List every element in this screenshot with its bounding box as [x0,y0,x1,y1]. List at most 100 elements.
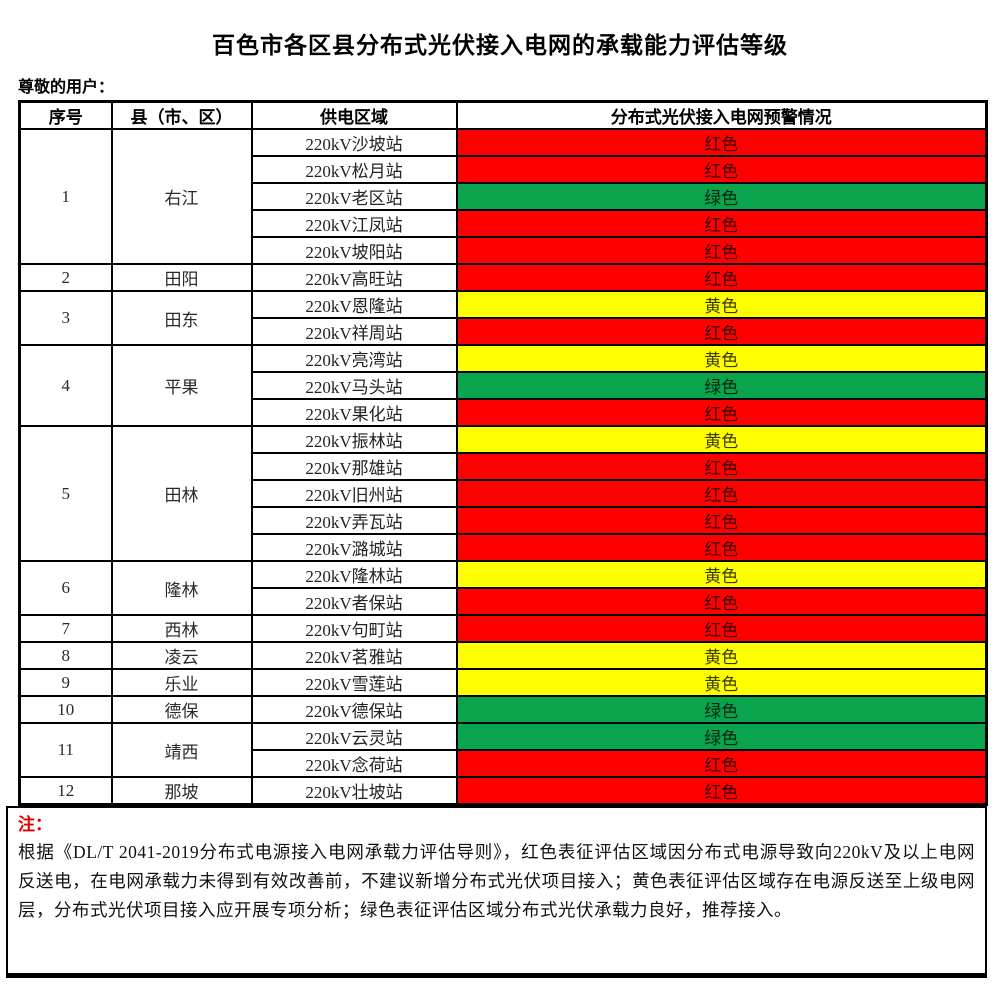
table-row: 5 田林 220kV振林站 黄色 [18,425,988,562]
table-row: 10 德保 220kV德保站 绿色 [18,695,988,724]
table-row: 7 西林 220kV句町站 红色 [18,614,988,643]
warning-level-cell: 红色 [455,614,988,643]
county-cell: 乐业 [110,668,253,697]
warning-level-cell: 黄色 [455,425,988,454]
station-cell: 220kV茗雅站 [250,641,458,670]
station-cell: 220kV松月站 [250,155,458,184]
county-cell: 那坡 [110,776,253,806]
warning-level-cell: 绿色 [455,371,988,400]
row-number-cell: 7 [18,614,113,643]
county-cell: 隆林 [110,560,253,616]
table-row: 220kV祥周站 红色 [20,317,988,346]
county-cell: 田林 [110,425,253,562]
table-row: 220kV马头站 绿色 [20,371,988,400]
assessment-table-body: 1 右江 220kV沙坡站 红色 220kV松月站 红色 220kV老区站 绿色 220kV江凤… [18,128,988,806]
station-cell: 220kV江凤站 [250,209,458,238]
station-cell: 220kV雪莲站 [250,668,458,697]
table-row: 220kV潞城站 红色 [20,533,988,562]
station-cell: 220kV者保站 [250,587,458,616]
station-cell: 220kV老区站 [250,182,458,211]
table-row: 4 平果 220kV亮湾站 黄色 [18,344,988,427]
station-cell: 220kV壮坡站 [250,776,458,806]
station-cell: 220kV振林站 [250,425,458,454]
table-row: 6 隆林 220kV隆林站 黄色 [18,560,988,616]
warning-level-cell: 红色 [455,533,988,562]
warning-level-cell: 红色 [455,209,988,238]
warning-level-cell: 黄色 [455,668,988,697]
station-cell: 220kV那雄站 [250,452,458,481]
table-row: 12 那坡 220kV壮坡站 红色 [18,776,988,806]
page-title: 百色市各区县分布式光伏接入电网的承载能力评估等级 [212,33,788,58]
table-row: 220kV坡阳站 红色 [20,236,988,265]
table-row: 220kV江凤站 红色 [20,209,988,238]
row-number-cell: 4 [18,344,113,427]
warning-level-cell: 红色 [455,128,988,157]
col-header-no: 序号 [18,100,113,130]
station-cell: 220kV句町站 [250,614,458,643]
station-cell: 220kV念荷站 [250,749,458,778]
station-cell: 220kV高旺站 [250,263,458,292]
table-row: 220kV松月站 红色 [20,155,988,184]
station-cell: 220kV云灵站 [250,722,458,751]
table-row: 220kV弄瓦站 红色 [20,506,988,535]
table-row: 1 右江 220kV沙坡站 红色 [18,128,988,265]
note-box: 注： 根据《DL/T 2041-2019分布式电源接入电网承载力评估导则》，红色… [6,806,987,978]
warning-level-cell: 红色 [455,506,988,535]
station-cell: 220kV果化站 [250,398,458,427]
row-number-cell: 9 [18,668,113,697]
assessment-table: 序号 县（市、区） 供电区域 分布式光伏接入电网预警情况 1 右江 220kV沙坡站… [18,100,988,806]
row-number-cell: 1 [18,128,113,265]
row-number-cell: 10 [18,695,113,724]
warning-level-cell: 红色 [455,587,988,616]
table-row: 220kV那雄站 红色 [20,452,988,481]
table-row: 11 靖西 220kV云灵站 绿色 [18,722,988,778]
row-number-cell: 3 [18,290,113,346]
row-number-cell: 6 [18,560,113,616]
row-number-cell: 5 [18,425,113,562]
station-cell: 220kV沙坡站 [250,128,458,157]
table-row: 220kV念荷站 红色 [20,749,988,778]
county-cell: 田东 [110,290,253,346]
note-label: 注： [18,815,52,834]
county-cell: 平果 [110,344,253,427]
greeting-line: 尊敬的用户： [18,79,115,96]
table-row: 220kV者保站 红色 [20,587,988,616]
county-cell: 凌云 [110,641,253,670]
station-cell: 220kV隆林站 [250,560,458,589]
warning-level-cell: 绿色 [455,182,988,211]
warning-level-cell: 红色 [455,452,988,481]
station-cell: 220kV亮湾站 [250,344,458,373]
table-row: 220kV旧州站 红色 [20,479,988,508]
table-row: 2 田阳 220kV高旺站 红色 [18,263,988,292]
station-cell: 220kV弄瓦站 [250,506,458,535]
col-header-county: 县（市、区） [110,100,253,130]
county-cell: 右江 [110,128,253,265]
note-text: 根据《DL/T 2041-2019分布式电源接入电网承载力评估导则》，红色表征评… [18,842,975,920]
county-cell: 田阳 [110,263,253,292]
warning-level-cell: 红色 [455,398,988,427]
warning-level-cell: 红色 [455,236,988,265]
county-cell: 靖西 [110,722,253,778]
county-cell: 西林 [110,614,253,643]
station-cell: 220kV坡阳站 [250,236,458,265]
station-cell: 220kV旧州站 [250,479,458,508]
station-cell: 220kV恩隆站 [250,290,458,319]
table-row: 220kV果化站 红色 [20,398,988,427]
station-cell: 220kV祥周站 [250,317,458,346]
warning-level-cell: 红色 [455,479,988,508]
warning-level-cell: 红色 [455,317,988,346]
warning-level-cell: 黄色 [455,344,988,373]
row-number-cell: 2 [18,263,113,292]
warning-level-cell: 黄色 [455,560,988,589]
warning-level-cell: 绿色 [455,722,988,751]
col-header-area: 供电区域 [250,100,458,130]
county-cell: 德保 [110,695,253,724]
warning-level-cell: 黄色 [455,290,988,319]
warning-level-cell: 红色 [455,263,988,292]
col-header-warning: 分布式光伏接入电网预警情况 [455,100,988,130]
table-row: 3 田东 220kV恩隆站 黄色 [18,290,988,346]
warning-level-cell: 红色 [455,155,988,184]
warning-level-cell: 黄色 [455,641,988,670]
station-cell: 220kV德保站 [250,695,458,724]
table-header-row: 序号 县（市、区） 供电区域 分布式光伏接入电网预警情况 [18,100,988,130]
